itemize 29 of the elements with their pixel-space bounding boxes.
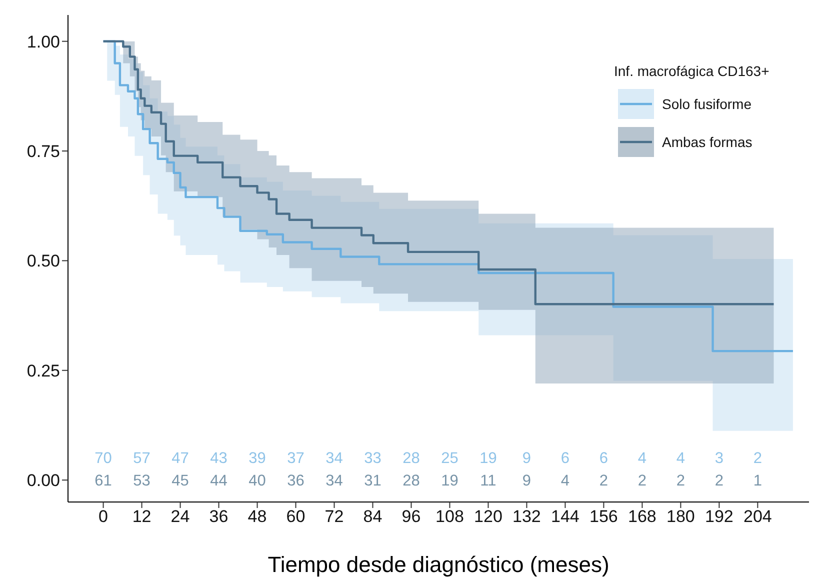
y-tick-label: 0.00: [26, 471, 60, 490]
x-tick-label: 48: [248, 507, 267, 526]
x-tick-label: 60: [286, 507, 306, 526]
legend-label: Solo fusiforme: [662, 96, 752, 112]
x-tick-label: 132: [512, 507, 541, 526]
y-tick-label: 0.25: [26, 361, 60, 380]
x-tick-label: 84: [363, 507, 382, 526]
x-tick-label: 36: [209, 507, 228, 526]
x-tick-label: 96: [402, 507, 421, 526]
x-tick-label: 108: [436, 507, 464, 526]
legend-label: Ambas formas: [662, 134, 752, 150]
x-tick-label: 24: [170, 507, 190, 526]
x-tick-label: 72: [324, 507, 344, 526]
text: 61 53 45 44 40 36 34 31 28 19 11 9 4 2 2 2 2 1: [94, 472, 762, 490]
x-tick-label: 144: [551, 507, 580, 526]
y-tick-label: 0.75: [26, 142, 60, 162]
text: 70 57 47 43 39 37 34 33 28 25 19 9 6 6 4 4 3 2: [94, 450, 762, 468]
x-tick-label: 180: [666, 507, 695, 526]
x-tick-label: 0: [98, 507, 108, 526]
x-tick-label: 168: [628, 507, 656, 526]
x-tick-label: 12: [132, 507, 152, 526]
y-tick-label: 0.50: [26, 252, 60, 271]
x-axis-title: Tiempo desde diagnóstico (meses): [268, 552, 610, 577]
x-tick-label: 156: [590, 507, 618, 526]
x-tick-label: 192: [704, 507, 734, 526]
x-tick-label: 204: [743, 507, 772, 526]
x-tick-label: 120: [474, 507, 502, 526]
legend-title: Inf. macrofágica CD163+: [614, 63, 770, 79]
y-tick-label: 1.00: [26, 32, 60, 52]
